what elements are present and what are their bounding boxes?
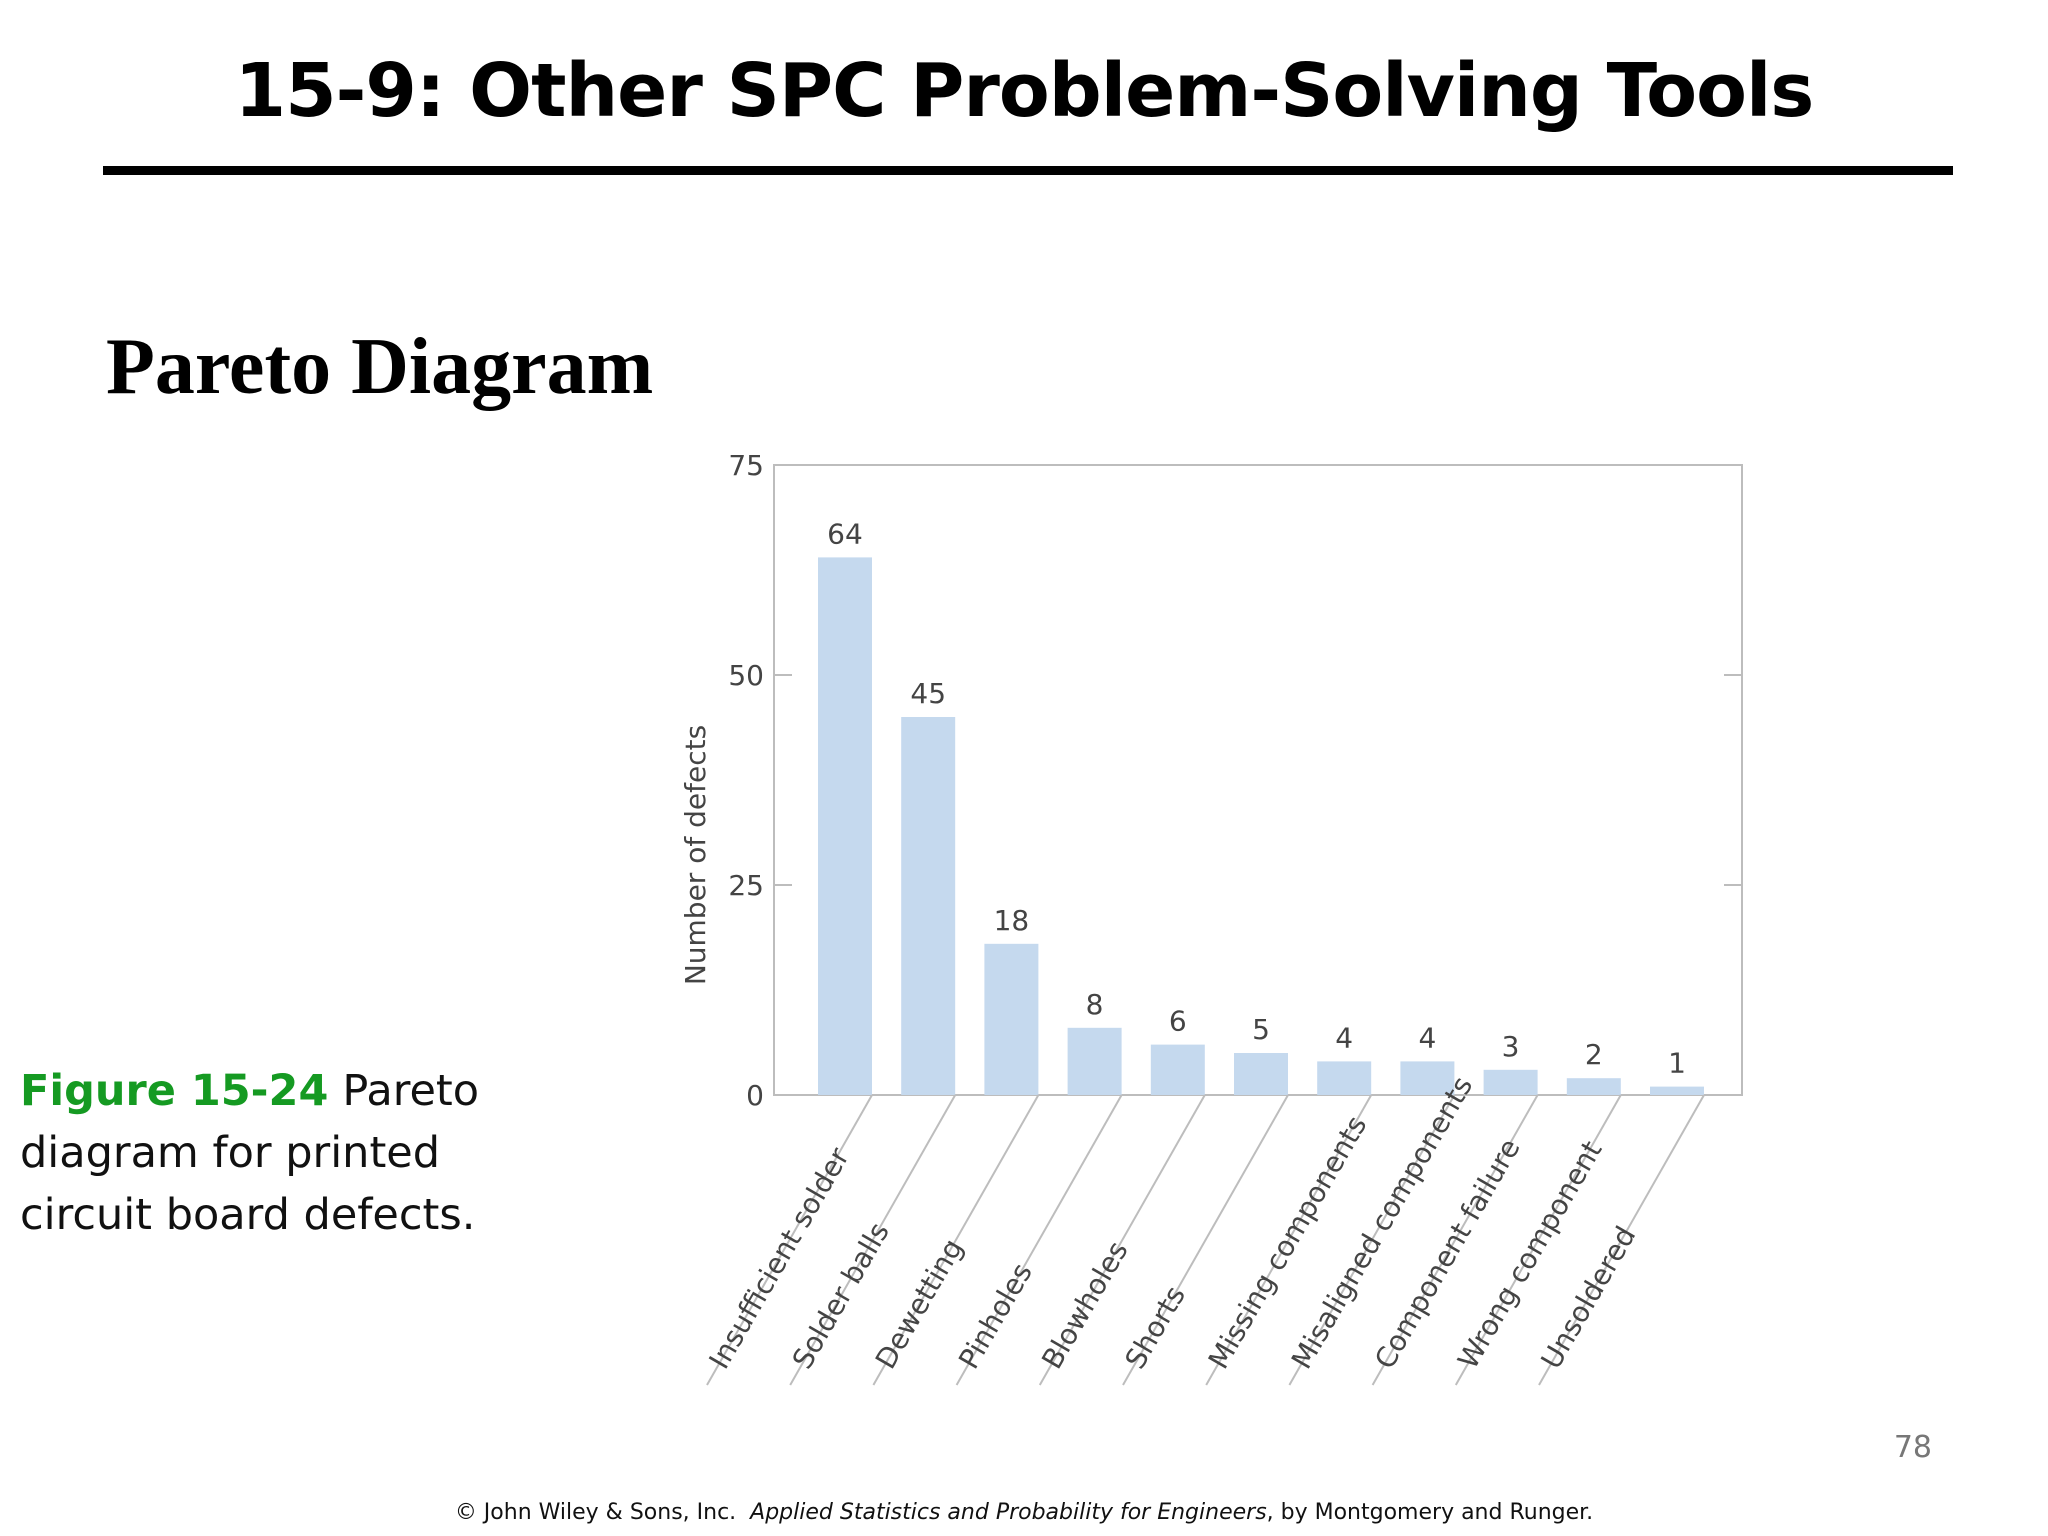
data-label: 4 xyxy=(1418,1021,1436,1054)
data-label: 2 xyxy=(1585,1038,1603,1071)
section-heading: Pareto Diagram xyxy=(106,323,654,411)
category-leader-line xyxy=(789,1094,957,1386)
page-number: 78 xyxy=(1893,1430,1932,1465)
data-label: 45 xyxy=(910,677,946,710)
x-tick-label: Missing components xyxy=(1202,1110,1374,1374)
bar xyxy=(984,943,1039,1095)
category-leader-line xyxy=(1538,1094,1705,1386)
category-leader-line xyxy=(1454,1094,1622,1386)
category-leader-line xyxy=(1288,1094,1456,1386)
data-label: 8 xyxy=(1086,988,1104,1021)
bar xyxy=(1067,1027,1122,1095)
bar xyxy=(1566,1078,1621,1095)
figure-caption-text: Pareto diagram for printed circuit board… xyxy=(20,1066,480,1240)
data-label: 4 xyxy=(1335,1021,1353,1054)
x-tick-label: Component failure xyxy=(1368,1133,1527,1375)
x-tick-label: Pinholes xyxy=(952,1257,1039,1374)
bar xyxy=(1483,1069,1538,1095)
y-tick-label: 25 xyxy=(728,869,764,902)
x-tick-label: Shorts xyxy=(1118,1280,1191,1374)
figure-caption: Figure 15-24 Pareto diagram for printed c… xyxy=(20,1060,580,1246)
title-divider xyxy=(103,166,1953,175)
category-leader-line xyxy=(955,1094,1123,1386)
footer-book-title: Applied Statistics and Probability for E… xyxy=(750,1500,1267,1525)
bar xyxy=(1317,1061,1372,1095)
data-label: 64 xyxy=(827,517,863,550)
data-label: 6 xyxy=(1169,1005,1187,1038)
x-tick-label: Wrong component xyxy=(1451,1135,1608,1374)
y-axis-label: Number of defects xyxy=(679,725,712,985)
bar xyxy=(1234,1053,1288,1095)
footer-prefix: © John Wiley & Sons, Inc. xyxy=(454,1500,737,1525)
data-label: 18 xyxy=(994,904,1030,937)
category-leader-line xyxy=(1371,1094,1539,1386)
bar xyxy=(901,717,956,1095)
data-label: 5 xyxy=(1252,1013,1270,1046)
footer-suffix: , by Montgomery and Runger. xyxy=(1266,1500,1594,1525)
figure-label: Figure 15-24 xyxy=(20,1066,329,1116)
bar xyxy=(1650,1086,1704,1095)
x-tick-label: Blowholes xyxy=(1035,1235,1134,1374)
category-leader-line xyxy=(1205,1094,1373,1386)
y-tick-label: 0 xyxy=(746,1079,764,1112)
category-leader-line xyxy=(1122,1094,1289,1386)
category-leader-line xyxy=(1038,1094,1206,1386)
bar xyxy=(1400,1061,1455,1095)
y-tick-label: 50 xyxy=(728,659,764,692)
footer-credit: © John Wiley & Sons, Inc. Applied Statis… xyxy=(0,1500,2048,1525)
category-leader-line xyxy=(872,1094,1040,1386)
data-label: 3 xyxy=(1502,1030,1520,1063)
y-tick-label: 75 xyxy=(728,449,764,482)
bar xyxy=(1150,1044,1205,1095)
slide-title: 15-9: Other SPC Problem-Solving Tools xyxy=(234,48,1815,134)
data-label: 1 xyxy=(1668,1047,1686,1080)
category-leader-line xyxy=(706,1094,873,1386)
bar xyxy=(818,557,872,1095)
